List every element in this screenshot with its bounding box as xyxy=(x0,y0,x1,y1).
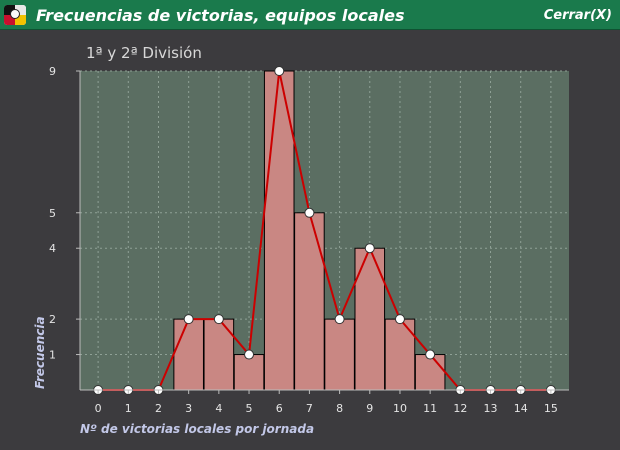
x-tick-label: 6 xyxy=(276,402,283,415)
close-button[interactable]: Cerrar(X) xyxy=(543,8,612,23)
x-tick-label: 1 xyxy=(125,402,132,415)
x-tick-label: 9 xyxy=(366,402,373,415)
marker-5 xyxy=(244,349,255,360)
bar-8 xyxy=(324,318,355,391)
x-tick-label: 8 xyxy=(336,402,343,415)
marker-10 xyxy=(394,314,405,325)
marker-11 xyxy=(425,349,436,360)
bar-7 xyxy=(294,212,325,391)
y-tick-label: 4 xyxy=(49,242,56,255)
marker-3 xyxy=(183,314,194,325)
y-tick-label: 2 xyxy=(49,313,56,326)
x-tick-label: 11 xyxy=(423,402,437,415)
marker-9 xyxy=(364,243,375,254)
bar-6 xyxy=(263,70,295,391)
title-bar: Frecuencias de victorias, equipos locale… xyxy=(0,0,620,30)
marker-6 xyxy=(274,66,285,76)
y-tick-label: 1 xyxy=(49,349,56,362)
x-tick-label: 5 xyxy=(246,402,253,415)
x-tick-label: 4 xyxy=(215,402,222,415)
x-tick-label: 2 xyxy=(155,402,162,415)
x-tick-label: 13 xyxy=(484,402,498,415)
chart-title: 1ª y 2ª División xyxy=(86,44,202,62)
x-tick-label: 7 xyxy=(306,402,313,415)
x-tick-label: 10 xyxy=(393,402,407,415)
marker-8 xyxy=(334,314,345,325)
x-tick-label: 3 xyxy=(185,402,192,415)
bar-9 xyxy=(354,247,386,391)
x-tick-label: 0 xyxy=(95,402,102,415)
bar-5 xyxy=(233,354,265,391)
x-axis-title: Nº de victorias locales por jornada xyxy=(80,422,314,436)
marker-7 xyxy=(304,207,315,218)
x-tick-label: 14 xyxy=(514,402,528,415)
x-tick-label: 12 xyxy=(453,402,467,415)
window-title: Frecuencias de victorias, equipos locale… xyxy=(36,6,405,25)
y-axis-title: Frecuencia xyxy=(33,316,47,389)
x-tick-label: 15 xyxy=(544,402,558,415)
marker-4 xyxy=(213,314,224,325)
bar-3 xyxy=(173,318,204,391)
y-tick-label: 5 xyxy=(49,207,56,220)
bar-11 xyxy=(414,354,446,391)
team-crest-icon xyxy=(4,5,26,25)
y-tick-label: 9 xyxy=(49,65,56,78)
